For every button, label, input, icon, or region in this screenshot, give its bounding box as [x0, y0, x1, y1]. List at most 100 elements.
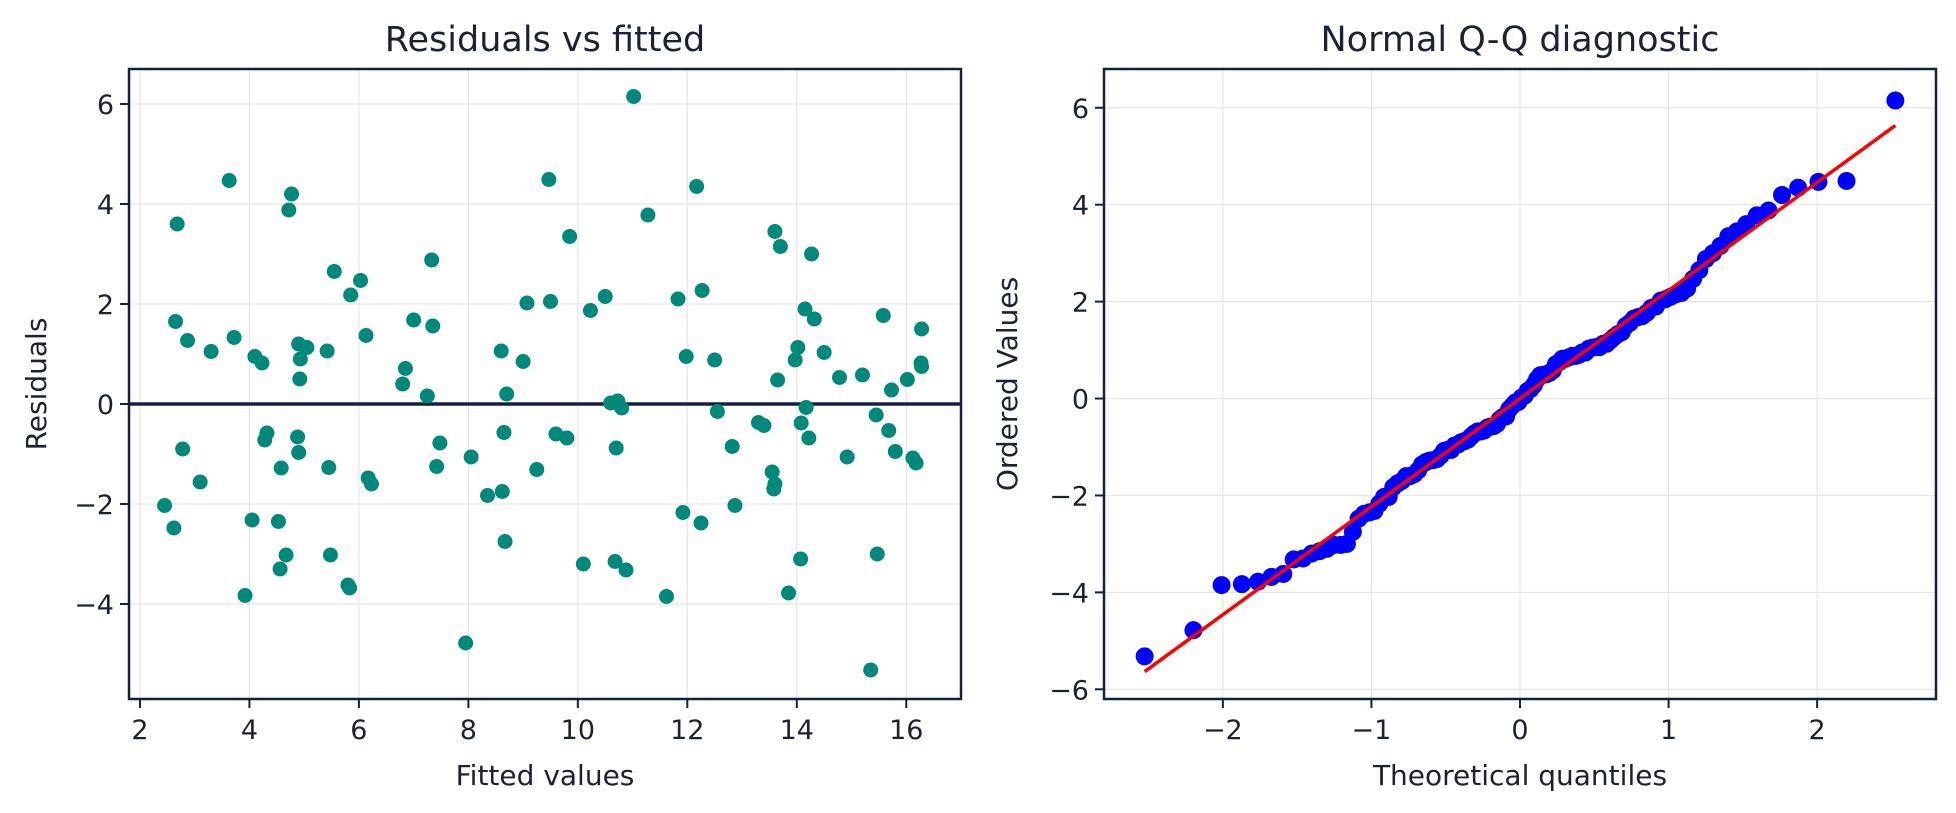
residual-point [899, 372, 915, 387]
residual-point [798, 400, 814, 415]
residual-point [168, 314, 184, 329]
residual-point [254, 355, 270, 371]
residual-point [166, 520, 182, 536]
residual-point [607, 554, 623, 569]
residual-point [292, 371, 308, 387]
x-tick-label: 2 [1809, 715, 1826, 746]
qq-fit-line [1143, 124, 1897, 673]
residual-point [626, 89, 642, 104]
x-tick-label: −1 [1352, 715, 1392, 746]
residual-point [226, 330, 242, 345]
residuals-vs-fitted-panel: 2 4 6 8 10 12 14 16 −4 −2 0 2 4 6 Residuals vs fitted… [20, 20, 963, 792]
residual-point [678, 349, 694, 364]
residual-point [772, 239, 788, 254]
residual-point [790, 340, 806, 355]
residual-point [342, 580, 358, 596]
residual-point [756, 418, 772, 433]
residual-point [299, 340, 315, 355]
residual-point [529, 462, 545, 477]
residual-point [496, 425, 512, 440]
qq-reference-line [1143, 124, 1897, 673]
qq-grid [1104, 69, 1936, 699]
residual-point [180, 333, 196, 348]
residual-point [397, 361, 413, 376]
x-tick-label: 14 [780, 715, 814, 746]
residual-point [319, 343, 335, 359]
residual-point [914, 321, 930, 337]
y-tick-label: 2 [97, 290, 114, 321]
residual-point [887, 444, 903, 459]
residual-point [519, 295, 535, 311]
residual-point [670, 291, 686, 307]
y-tick-label: 6 [1072, 94, 1089, 125]
x-tick-label: 12 [670, 715, 704, 746]
residual-point [278, 547, 294, 563]
residual-point [322, 547, 338, 563]
residual-point [839, 449, 855, 465]
residuals-ticks: 2 4 6 8 10 12 14 16 −4 −2 0 2 4 6 [74, 90, 923, 746]
residual-point [406, 312, 422, 328]
residual-point [804, 246, 820, 262]
qq-point [1232, 575, 1251, 594]
y-tick-label: −2 [1049, 481, 1089, 512]
x-tick-label: −2 [1203, 715, 1243, 746]
residual-point [869, 546, 885, 562]
residual-point [192, 474, 208, 490]
residual-point [767, 224, 783, 239]
qq-title: Normal Q-Q diagnostic [1321, 20, 1720, 60]
residual-point [582, 303, 598, 318]
residual-point [203, 344, 219, 359]
residual-point [707, 352, 723, 368]
residual-point [575, 556, 591, 572]
residual-point [727, 498, 743, 513]
y-tick-label: −2 [74, 490, 114, 521]
residual-point [693, 515, 709, 531]
residual-point [559, 430, 575, 446]
residual-point [419, 388, 435, 404]
residual-point [767, 476, 783, 492]
residual-point [425, 318, 441, 334]
qq-point [1135, 647, 1154, 666]
residual-point [221, 173, 237, 188]
qq-xlabel: Theoretical quantiles [1372, 759, 1667, 792]
residual-point [908, 455, 924, 471]
residual-point [562, 229, 578, 244]
residual-point [429, 459, 445, 474]
x-tick-label: 16 [889, 715, 923, 746]
residual-point [793, 415, 809, 431]
residual-point [499, 386, 515, 402]
residual-point [169, 216, 185, 232]
residual-point [281, 202, 297, 218]
qq-point [1886, 91, 1905, 110]
residuals-ylabel: Residuals [20, 318, 53, 451]
residual-point [675, 505, 691, 520]
residual-point [764, 464, 780, 480]
residual-point [694, 283, 710, 298]
residual-point [497, 534, 513, 549]
residual-point [395, 376, 411, 392]
residual-point [424, 252, 440, 268]
residual-point [770, 372, 786, 388]
residual-point [793, 551, 809, 567]
qq-ticks: −2 −1 0 1 2 −6 −4 −2 0 2 4 6 [1049, 94, 1826, 746]
residual-point [781, 585, 797, 601]
y-tick-label: 0 [97, 390, 114, 421]
residual-point [868, 407, 884, 423]
residual-point [284, 186, 300, 202]
residual-point [787, 352, 803, 368]
qq-point [1773, 186, 1792, 204]
residual-point [875, 308, 891, 323]
y-tick-label: 6 [97, 90, 114, 121]
residual-point [458, 635, 474, 651]
residual-point [689, 179, 705, 194]
residual-point [494, 484, 510, 499]
residual-point [541, 172, 557, 187]
residual-point [801, 430, 817, 446]
residuals-xlabel: Fitted values [456, 759, 635, 792]
residual-point [724, 439, 740, 454]
residual-point [175, 441, 191, 457]
residual-point [614, 400, 630, 416]
y-tick-label: 2 [1072, 288, 1089, 319]
residual-point [881, 423, 897, 438]
